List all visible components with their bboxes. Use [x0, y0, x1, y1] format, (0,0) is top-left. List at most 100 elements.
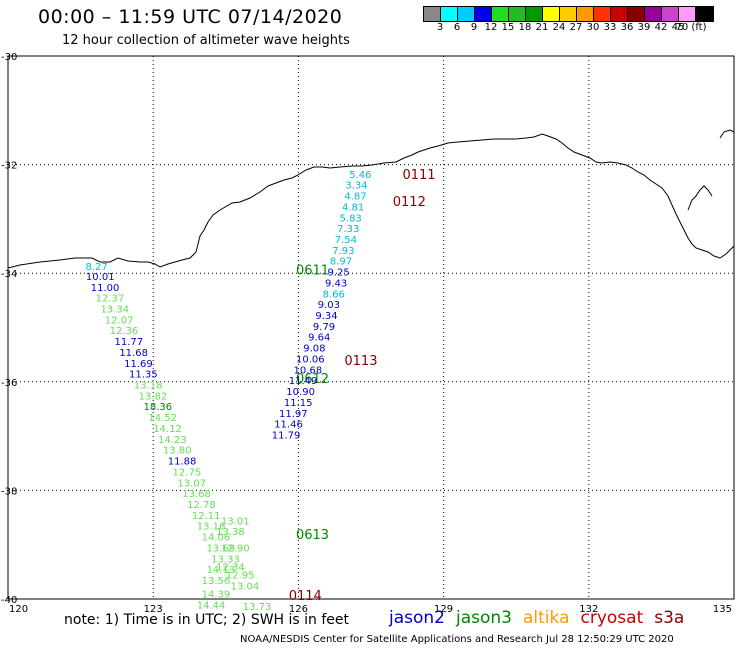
legend-label: 30 [586, 22, 600, 33]
wave-height-label: 14.44 [197, 600, 226, 611]
wave-height-label: 9.64 [308, 333, 330, 344]
legend-label: 33 [603, 22, 617, 33]
map-title: 00:00 – 11:59 UTC 07/14/2020 [38, 6, 343, 28]
wave-height-label: 9.43 [325, 278, 347, 289]
wave-height-label: 12.75 [173, 467, 202, 478]
legend-swatch [475, 7, 492, 21]
track-0112: 9.259.438.669.039.349.799.649.08 0112 [303, 195, 426, 355]
legend-swatch [645, 7, 662, 21]
color-scale-labels: 3 6 9 12 15 18 21 24 27 30 33 36 39 42 45 70 (ft) [423, 22, 727, 36]
legend-swatch [458, 7, 475, 21]
wave-height-label: 12.95 [226, 571, 255, 582]
pass-time-label: 0613 [296, 528, 329, 543]
units-note: note: 1) Time is in UTC; 2) SWH is in fe… [64, 612, 350, 628]
wave-height-label: 13.33 [211, 554, 240, 565]
wave-height-label: 12.90 [221, 543, 250, 554]
latitude-label: -38 [1, 486, 17, 497]
wave-height-label: 11.15 [284, 398, 313, 409]
wave-height-label: 11.88 [168, 457, 197, 468]
wave-height-label: 7.54 [335, 235, 357, 246]
satellite-jason3-label: jason3 [456, 608, 512, 628]
wave-height-label: 13.16 [197, 522, 226, 533]
wave-height-label: 12.37 [96, 294, 125, 305]
legend-label: 45 [671, 22, 685, 33]
legend-swatch [577, 7, 594, 21]
wave-height-label: 13.68 [182, 489, 211, 500]
legend-label: 39 [637, 22, 651, 33]
legend-label: 24 [552, 22, 566, 33]
wave-height-label: 11.35 [129, 370, 158, 381]
wave-height-label: 9.03 [318, 300, 340, 311]
legend-swatch [543, 7, 560, 21]
track-0611: 8.2710.0111.0012.3713.3412.0712.3611.771… [85, 262, 329, 391]
wave-height-label: 4.81 [342, 202, 364, 213]
wave-height-label: 10.68 [294, 365, 323, 376]
wave-height-label: 13.56 [202, 576, 231, 587]
wave-height-label: 9.79 [313, 322, 335, 333]
track-0113: 10.0610.6811.4910.9011.1511.9711.4611.79… [272, 354, 378, 441]
wave-height-label: 11.97 [279, 409, 308, 420]
legend-swatch [492, 7, 509, 21]
wave-height-label: 4.87 [344, 192, 366, 203]
pass-time-label: 0111 [402, 168, 435, 183]
wave-height-label: 5.83 [340, 213, 362, 224]
latitude-label: -36 [1, 378, 17, 389]
wave-height-label: 12.34 [216, 562, 245, 573]
legend-swatch [560, 7, 577, 21]
wave-height-label: 14.13 [206, 565, 235, 576]
wave-height-label: 11.00 [91, 283, 120, 294]
wave-height-label: 13.38 [216, 527, 245, 538]
wave-height-label: 11.46 [274, 420, 303, 431]
wave-height-label: 14.52 [148, 413, 177, 424]
wave-height-label: 10.06 [296, 354, 325, 365]
legend-label: 27 [569, 22, 583, 33]
wave-height-label: 13.80 [163, 446, 192, 457]
legend-label: 9 [470, 22, 478, 33]
satellite-s3a-label: s3a [654, 608, 685, 628]
legend-swatch [679, 7, 696, 21]
wave-height-label: 10.90 [286, 387, 315, 398]
wave-height-label: 3.34 [345, 181, 367, 192]
longitude-label: 120 [9, 604, 28, 615]
wave-height-label: 14.06 [202, 533, 231, 544]
legend-swatch [696, 7, 713, 21]
legend-swatch [628, 7, 645, 21]
longitude-label: 135 [713, 604, 732, 615]
pass-time-label: 0112 [393, 195, 426, 210]
wave-height-label: 14.39 [202, 590, 231, 601]
longitude-label: 132 [579, 604, 598, 615]
legend-label: 15 [501, 22, 515, 33]
legend-label: 18 [518, 22, 532, 33]
wave-height-label: 18.36 [144, 402, 173, 413]
satellite-jason2-label: jason2 [389, 608, 445, 628]
wave-height-label: 14.23 [158, 435, 187, 446]
legend-label: 42 [654, 22, 668, 33]
wave-height-label: 8.27 [85, 262, 107, 273]
wave-height-label: 8.66 [323, 289, 345, 300]
legend-label: 6 [453, 22, 461, 33]
satellite-altika-label: altika [523, 608, 570, 628]
wave-height-label: 12.36 [110, 326, 139, 337]
wave-height-label: 11.79 [272, 430, 301, 441]
legend-label: 12 [484, 22, 498, 33]
longitude-label: 129 [434, 604, 453, 615]
wave-height-label: 7.93 [332, 246, 354, 257]
map-subtitle: 12 hour collection of altimeter wave hei… [62, 33, 350, 48]
longitude-label: 126 [289, 604, 308, 615]
australia-coastline [7, 133, 735, 269]
altimeter-tracks: 8.2710.0111.0012.3713.3412.0712.3611.771… [85, 168, 435, 613]
legend-swatch [424, 7, 441, 21]
wave-height-label: 12.07 [105, 315, 134, 326]
wave-height-label: 11.69 [124, 359, 153, 370]
wave-height-label: 13.73 [243, 602, 272, 613]
wave-height-label: 9.34 [315, 311, 337, 322]
legend-swatch [662, 7, 679, 21]
pass-time-label: 0612 [296, 372, 329, 387]
latitude-label: -32 [1, 161, 17, 172]
wave-height-label: 13.82 [139, 391, 168, 402]
longitude-label: 123 [144, 604, 163, 615]
pass-time-label: 0113 [344, 354, 377, 369]
wave-height-label: 13.01 [221, 516, 250, 527]
